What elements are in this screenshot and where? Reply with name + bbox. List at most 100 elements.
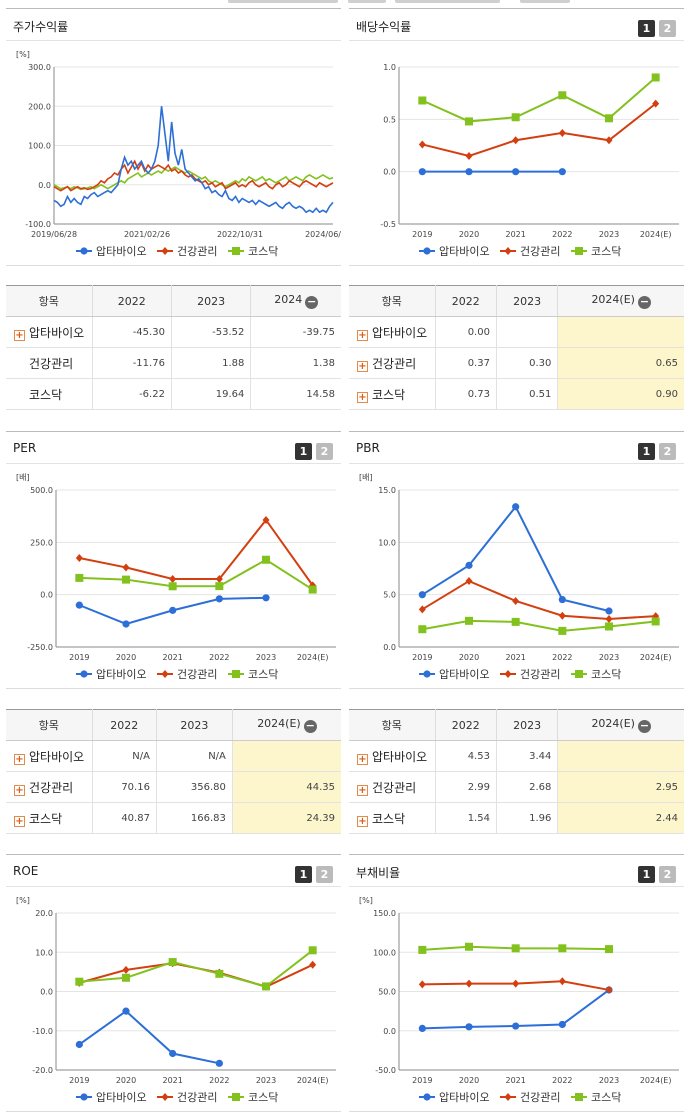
legend-label-apta: 압타바이오 (96, 245, 147, 258)
table-dividend-yield: 항목 2022 2023 2024(E) − + 압타바이오 0.00 + 건강관리 0.37 0.3… (349, 285, 684, 410)
y-tick-label: 50.0 (378, 988, 396, 997)
table-row: + 코스닥 1.54 1.96 2.44 (349, 802, 684, 834)
table-cell: 1.54 (435, 802, 497, 834)
expand-plus-icon[interactable]: + (357, 784, 368, 796)
toggle-2-button[interactable]: 2 (316, 443, 333, 460)
data-point-kosdaq (262, 555, 270, 564)
data-point-health (215, 574, 223, 583)
table-cell: -11.76 (92, 347, 172, 379)
chart-dividend-yield: 1.0 0.5 0.0 -0.5 2019 2020 2021 2022 2023 2024(E)… (380, 63, 679, 258)
table-cell: N/A (156, 740, 233, 772)
table-cell: -45.30 (92, 316, 172, 348)
toggle-1-button[interactable]: 1 (638, 20, 655, 37)
data-point-apta (558, 1020, 566, 1029)
expand-plus-icon[interactable]: + (14, 753, 25, 765)
header-year: 2024(E) − (557, 709, 684, 741)
expand-plus-icon[interactable]: + (357, 329, 368, 341)
legend-label-kosdaq: 코스닥 (591, 245, 621, 258)
legend-marker-apta (80, 1093, 88, 1101)
table-cell: 1.96 (496, 802, 559, 834)
legend-marker-kosdaq (575, 1093, 583, 1101)
expand-plus-icon[interactable]: + (14, 329, 25, 341)
table-cell: 0.37 (435, 347, 497, 379)
legend-marker-apta (80, 247, 88, 255)
data-point-health (605, 136, 613, 145)
expand-plus-icon[interactable]: + (357, 815, 368, 827)
data-point-apta (465, 168, 473, 176)
toggle-2-button[interactable]: 2 (659, 20, 676, 37)
panel-title: ROE (13, 864, 39, 878)
header-item: 항목 (6, 709, 93, 741)
toggle-2-button[interactable]: 2 (316, 866, 333, 883)
table-pbr: 항목 2022 2023 2024(E) − + 압타바이오 4.53 3.44 + 건강관리 2.9… (349, 709, 684, 834)
legend-label-kosdaq: 코스닥 (248, 1091, 278, 1104)
collapse-icon[interactable]: − (303, 719, 317, 733)
data-point-apta (75, 601, 83, 609)
table-cell (496, 316, 559, 348)
data-point-apta (418, 1024, 426, 1032)
data-point-kosdaq (168, 582, 177, 591)
series-line-kosdaq (79, 558, 314, 591)
expand-plus-icon[interactable]: + (357, 753, 368, 765)
toggle-1-button[interactable]: 1 (295, 866, 312, 883)
data-point-kosdaq (262, 982, 270, 991)
toggle-2-button[interactable]: 2 (659, 866, 676, 883)
table-row: + 코스닥 40.87 166.83 24.39 (6, 802, 341, 834)
expand-plus-icon[interactable]: + (357, 391, 368, 403)
data-point-apta (122, 620, 130, 628)
table-per: 항목 2022 2023 2024(E) − + 압타바이오 N/A N/A + 건강관리 70.16… (6, 709, 341, 834)
panel-title: PER (13, 441, 37, 455)
table-cell: 0.65 (557, 347, 684, 379)
expand-plus-icon[interactable]: + (14, 784, 25, 796)
data-point-health (558, 128, 566, 137)
legend-marker-health (504, 670, 512, 678)
row-name: + 코스닥 (349, 378, 436, 410)
x-tick-label: 2023 (256, 1076, 276, 1085)
unit-label: [%] (359, 896, 373, 905)
toggle-1-button[interactable]: 1 (295, 443, 312, 460)
data-point-apta (418, 591, 426, 599)
legend-label-kosdaq: 코스닥 (248, 668, 278, 681)
table-cell: 356.80 (156, 771, 233, 803)
y-tick-label: 100.0 (28, 142, 51, 151)
row-name: + 건강관리 (349, 347, 436, 379)
header-year: 2023 (496, 709, 559, 741)
y-tick-label: 300.0 (28, 63, 51, 72)
x-tick-label: 2024(E) (640, 230, 672, 239)
collapse-icon[interactable]: − (305, 295, 319, 309)
data-point-apta (122, 1007, 130, 1015)
collapse-icon[interactable]: − (637, 719, 651, 733)
series-line-apta (78, 1009, 220, 1065)
x-tick-label: 2024(E) (640, 1076, 672, 1085)
x-tick-label: 2022 (552, 1076, 572, 1085)
data-point-health (309, 960, 317, 969)
toggle-1-button[interactable]: 1 (638, 443, 655, 460)
collapse-icon[interactable]: − (637, 295, 651, 309)
legend-marker-kosdaq (232, 670, 240, 678)
legend-marker-kosdaq (232, 1093, 240, 1101)
data-point-apta (558, 168, 566, 176)
table-row: + 건강관리 70.16 356.80 44.35 (6, 771, 341, 803)
data-point-kosdaq (605, 114, 613, 123)
legend-label-kosdaq: 코스닥 (591, 1091, 621, 1104)
data-point-apta (465, 561, 473, 569)
expand-plus-icon[interactable]: + (357, 360, 368, 372)
y-tick-label: -10.0 (32, 1027, 53, 1036)
data-point-kosdaq (651, 73, 660, 82)
expand-plus-icon[interactable]: + (14, 815, 25, 827)
data-point-kosdaq (168, 958, 177, 967)
data-point-kosdaq (122, 575, 130, 584)
header-year: 2023 (171, 285, 252, 317)
data-point-kosdaq (418, 945, 427, 954)
data-point-health (122, 965, 130, 974)
data-point-kosdaq (605, 945, 613, 954)
table-cell: N/A (92, 740, 157, 772)
data-point-kosdaq (558, 944, 567, 953)
panel-stock-return: 주가수익률 [%] 300.0 200.0 100.0 0.0 -100.0 2019/06… (6, 8, 341, 266)
table-cell: 1.88 (171, 347, 252, 379)
y-tick-label: 5.0 (383, 591, 396, 600)
toggle-2-button[interactable]: 2 (659, 443, 676, 460)
toggle-1-button[interactable]: 1 (638, 866, 655, 883)
x-tick-label: 2021 (162, 1076, 182, 1085)
